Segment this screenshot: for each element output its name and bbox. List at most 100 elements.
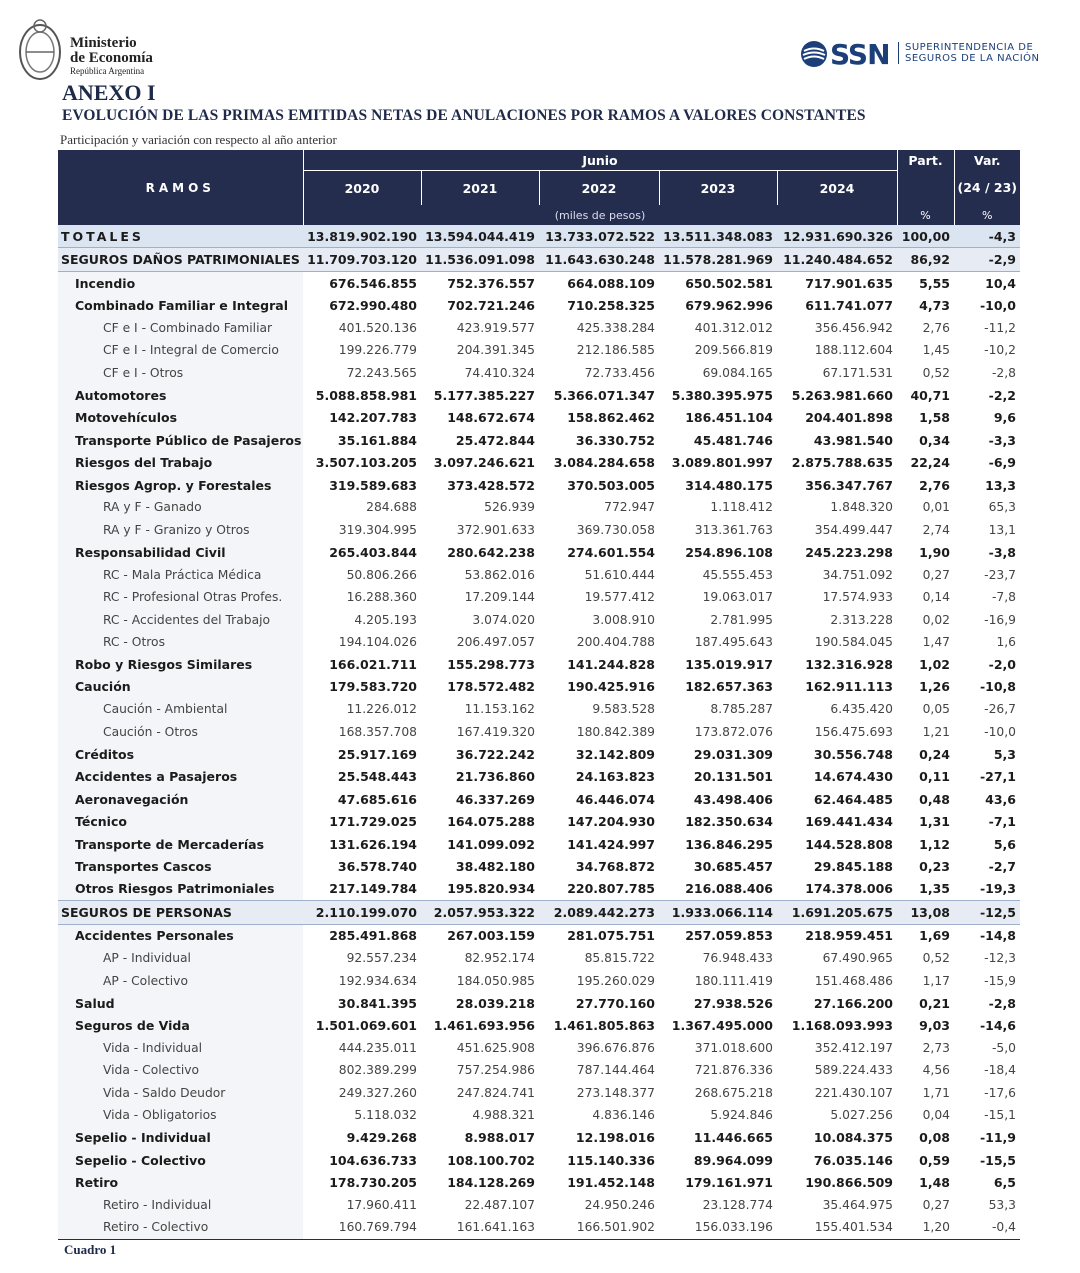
- cell-value: -12,3: [984, 951, 1016, 966]
- cell-value: 2.781.995: [710, 612, 773, 627]
- cell-value: 20.131.501: [693, 769, 773, 785]
- cell-value: -2,0: [988, 657, 1016, 673]
- ssn-icon: [801, 41, 827, 67]
- cell-value: 3.074.020: [472, 612, 535, 627]
- cell-value: 1,02: [919, 657, 950, 673]
- note: Participación y variación con respecto a…: [60, 132, 337, 147]
- cell-value: -18,4: [984, 1063, 1016, 1078]
- cell-value: 721.876.336: [694, 1063, 773, 1078]
- cell-value: 160.769.794: [303, 1216, 421, 1240]
- ministry-line: Ministerio: [70, 35, 137, 51]
- cell-value: 45.481.746: [693, 432, 773, 448]
- cell-value: 50.806.266: [346, 567, 417, 582]
- cell-value: 13,08: [897, 900, 954, 925]
- cell-value: 0,05: [922, 702, 950, 717]
- column-header: RAMOS: [58, 150, 303, 225]
- data-table: RAMOS Junio Part. Var. 2020 2021 2022 2023 2…: [58, 150, 1020, 1240]
- cell-value: 24.163.823: [575, 769, 655, 785]
- item-row: Retiro 178.730.205 184.128.269 191.452.148 1…: [58, 1171, 1020, 1194]
- cell-value: 30.841.395: [337, 995, 417, 1011]
- cell-value: 46.446.074: [575, 791, 655, 807]
- table-body: TOTALES 13.819.902.190 13.594.044.419 13.73…: [58, 225, 1020, 1240]
- subitem-row: Caución - Ambiental 11.226.012 11.153.162 9…: [58, 698, 1020, 721]
- cell-value: 280.642.238: [447, 544, 535, 560]
- cell-value: -4,3: [954, 225, 1020, 249]
- cell-value: 190.425.916: [567, 679, 655, 695]
- cell-value: 4,73: [919, 298, 950, 314]
- cell-value: 369.730.058: [576, 522, 655, 537]
- subitem-row: Retiro - Individual 17.960.411 22.487.107 2…: [58, 1193, 1020, 1217]
- subitem-row: AP - Individual 92.557.234 82.952.174 85.81…: [58, 947, 1020, 970]
- cell-value: 108.100.702: [447, 1152, 535, 1168]
- cell-value: 371.018.600: [694, 1040, 773, 1055]
- cell-value: 200.404.788: [576, 635, 655, 650]
- cell-value: 268.675.218: [694, 1085, 773, 1100]
- subitem-row: RC - Mala Práctica Médica 50.806.266 53.86…: [58, 563, 1020, 586]
- cell-value: 72.243.565: [346, 365, 417, 380]
- cell-value: 161.641.163: [421, 1216, 539, 1240]
- cell-value: 2.110.199.070: [303, 900, 421, 925]
- year-header: 2023: [658, 170, 777, 205]
- subitem-row: CF e I - Combinado Familiar 401.520.136 42…: [58, 316, 1020, 340]
- item-row: Automotores 5.088.858.981 5.177.385.227 5.3…: [58, 384, 1020, 407]
- cell-value: 0,24: [919, 746, 950, 762]
- item-row: Créditos 25.917.169 36.722.242 32.142.809 29…: [58, 743, 1020, 766]
- cell-value: 526.939: [484, 500, 535, 515]
- cell-value: 772.947: [604, 500, 655, 515]
- cell-value: 265.403.844: [329, 544, 417, 560]
- row-label: Motovehículos: [58, 406, 303, 429]
- cell-value: 273.148.377: [576, 1085, 655, 1100]
- cell-value: 22.487.107: [464, 1198, 535, 1213]
- cell-value: 0,34: [919, 432, 950, 448]
- row-label: Vida - Colectivo: [58, 1059, 303, 1082]
- cell-value: 136.846.295: [685, 836, 773, 852]
- cell-value: 0,08: [919, 1130, 950, 1146]
- row-label: Créditos: [58, 743, 303, 766]
- cell-value: 1.848.320: [830, 500, 893, 515]
- cell-value: -23,7: [984, 567, 1016, 582]
- cell-value: 28.039.218: [455, 995, 535, 1011]
- cell-value: 13,1: [988, 522, 1016, 537]
- cell-value: 1,58: [919, 410, 950, 426]
- cell-value: 284.688: [366, 500, 417, 515]
- cell-value: 184.128.269: [447, 1175, 535, 1191]
- cell-value: 1.933.066.114: [659, 900, 777, 925]
- cell-value: 141.424.997: [567, 836, 655, 852]
- item-row: Aeronavegación 47.685.616 46.337.269 46.446…: [58, 787, 1020, 811]
- cell-value: 249.327.260: [338, 1085, 417, 1100]
- cell-value: 5.380.395.975: [671, 387, 773, 403]
- cell-value: 1,6: [996, 635, 1016, 650]
- cell-value: 141.244.828: [567, 657, 655, 673]
- cell-value: 679.962.996: [685, 298, 773, 314]
- cell-value: 370.503.005: [567, 477, 655, 493]
- cell-value: 32.142.809: [575, 746, 655, 762]
- cell-value: 53,3: [988, 1198, 1016, 1213]
- cell-value: -2,7: [988, 858, 1016, 874]
- cell-value: 274.601.554: [567, 544, 655, 560]
- cell-value: 51.610.444: [584, 567, 655, 582]
- subitem-row: RA y F - Granizo y Otros 319.304.995 372.9…: [58, 518, 1020, 542]
- cell-value: 9.583.528: [592, 702, 655, 717]
- cell-value: -15,1: [984, 1108, 1016, 1123]
- row-label: Técnico: [58, 810, 303, 833]
- cell-value: -11,2: [984, 320, 1016, 335]
- cell-value: 86,92: [897, 247, 954, 272]
- item-row: Transporte de Mercaderías 131.626.194 141.…: [58, 832, 1020, 856]
- cell-value: 5.924.846: [710, 1108, 773, 1123]
- cell-value: 131.626.194: [329, 836, 417, 852]
- header-row: RAMOS Junio Part. Var.: [58, 150, 1020, 225]
- cell-value: 373.428.572: [447, 477, 535, 493]
- cell-value: 0,11: [919, 769, 950, 785]
- cell-value: 664.088.109: [567, 275, 655, 291]
- column-header: [896, 170, 954, 205]
- cell-value: 45.555.453: [702, 567, 773, 582]
- cell-value: 199.226.779: [338, 343, 417, 358]
- row-label: Sepelio - Colectivo: [58, 1148, 303, 1172]
- cell-value: -3,8: [988, 544, 1016, 560]
- year-header: 2021: [420, 170, 539, 205]
- cell-value: 423.919.577: [456, 320, 535, 335]
- cell-value: 0,14: [922, 590, 950, 605]
- cell-value: 4.988.321: [472, 1108, 535, 1123]
- cell-value: 676.546.855: [329, 275, 417, 291]
